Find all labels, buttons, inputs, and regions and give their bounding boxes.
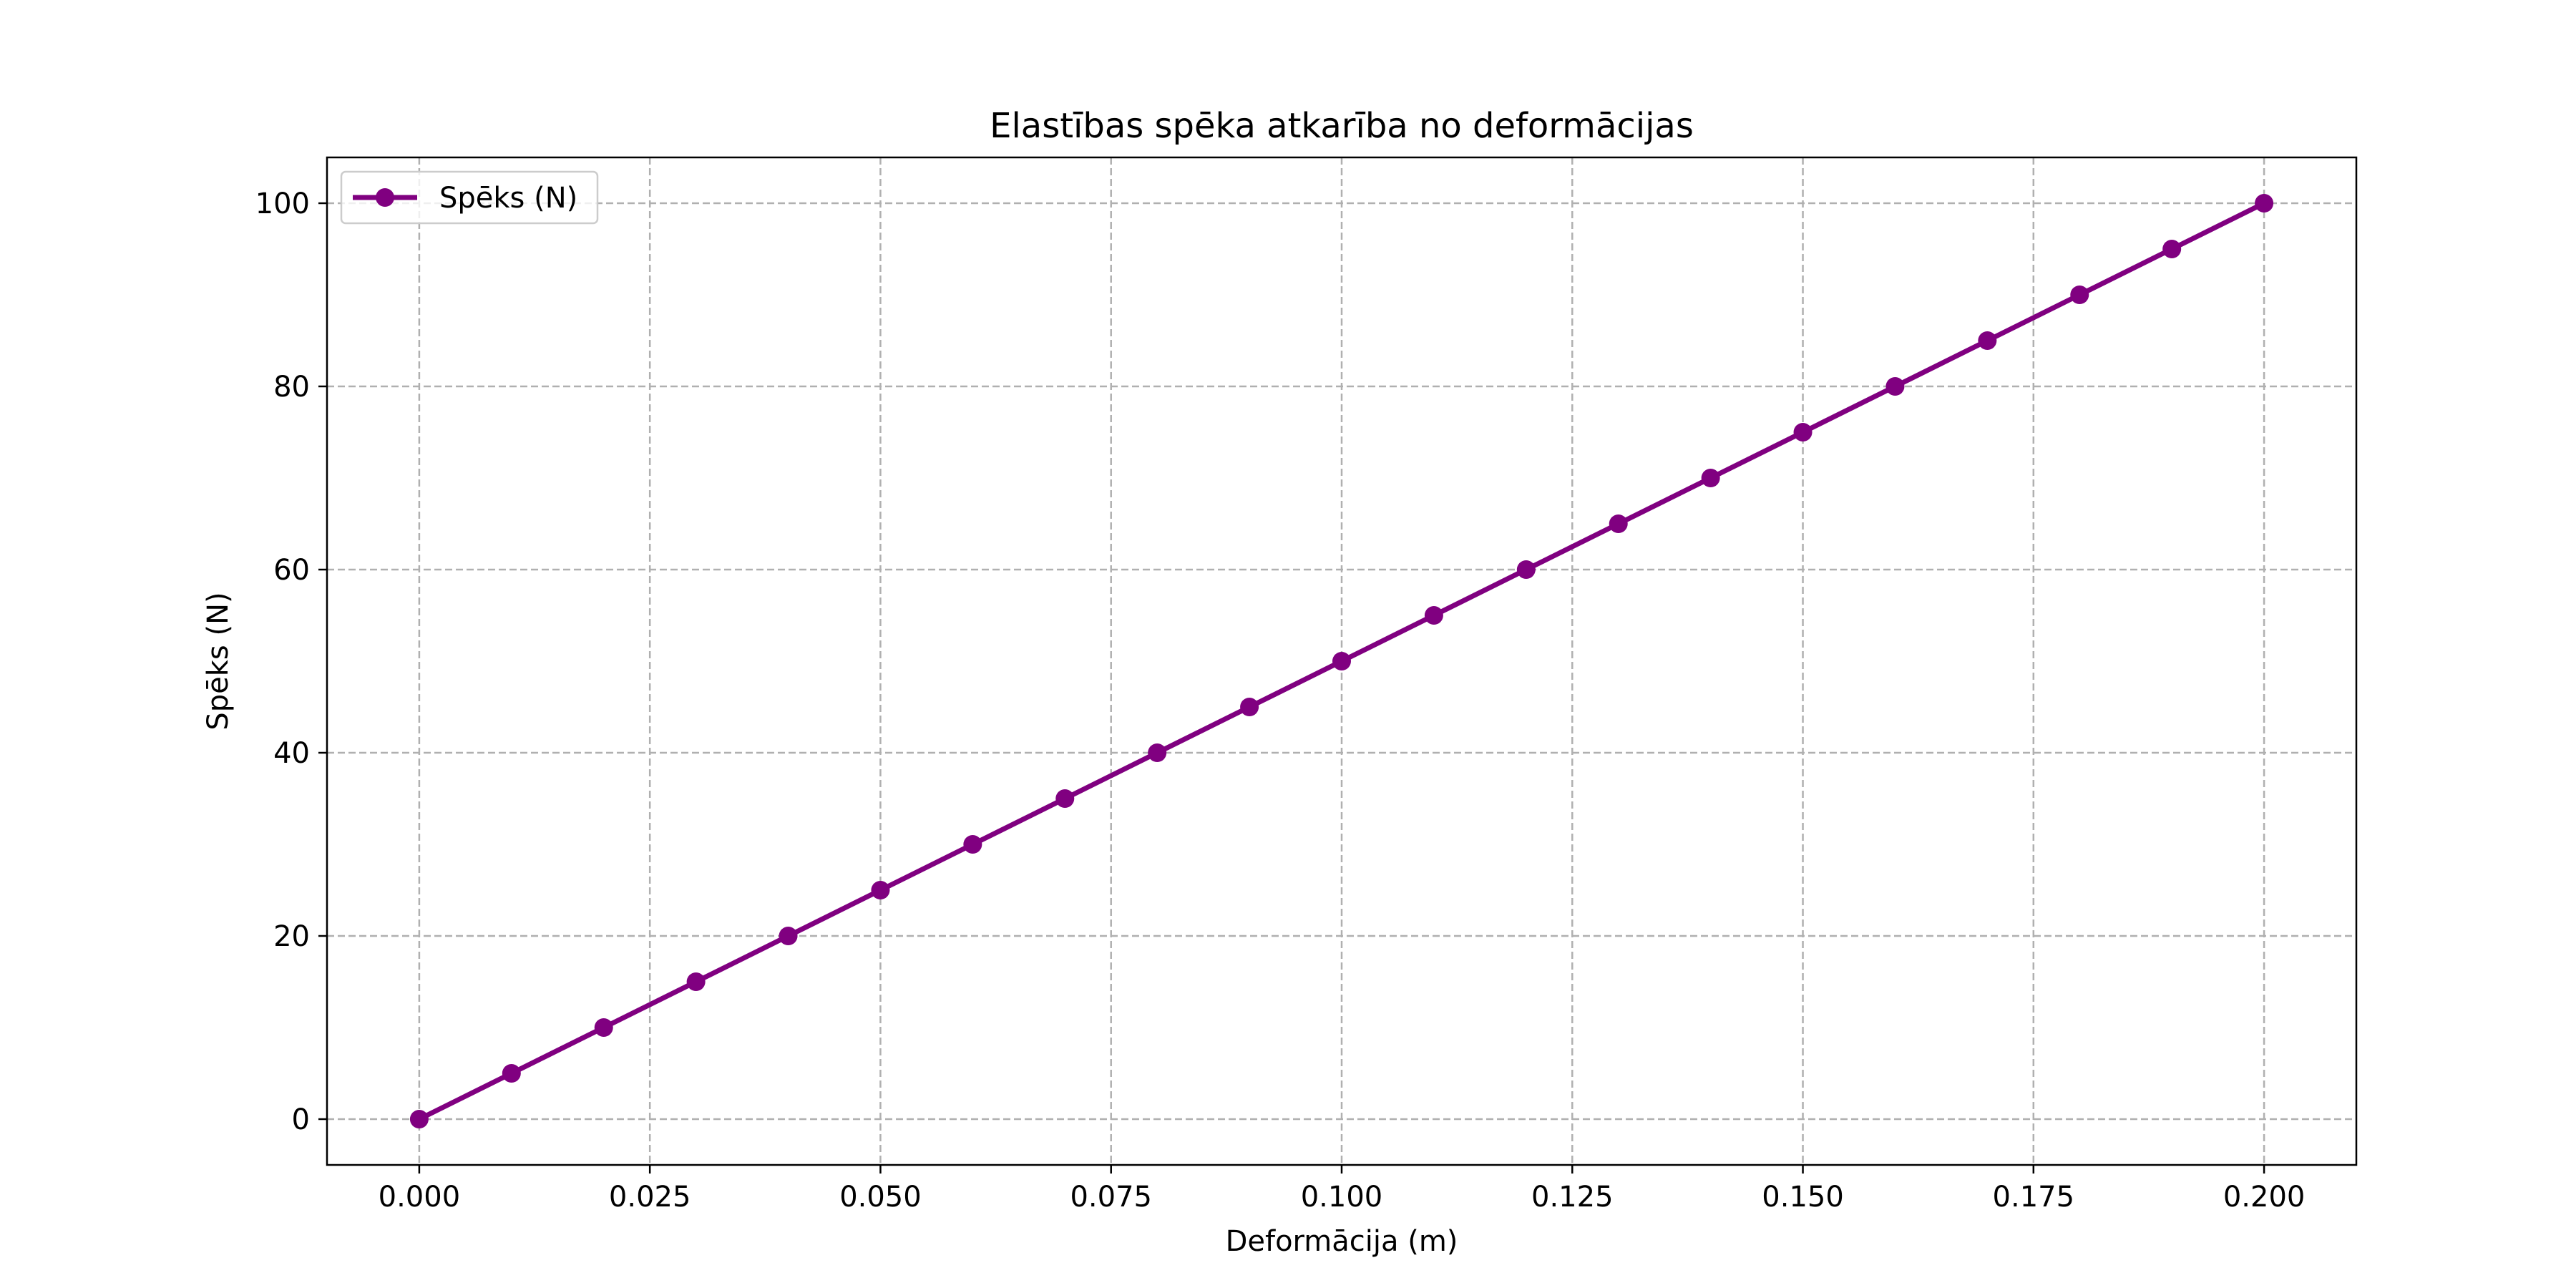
data-point bbox=[1978, 331, 1997, 350]
x-tick-label: 0.050 bbox=[839, 1181, 922, 1214]
x-tick-label: 0.200 bbox=[2223, 1181, 2306, 1214]
data-point bbox=[963, 835, 982, 854]
data-point bbox=[1332, 652, 1351, 670]
x-tick-label: 0.100 bbox=[1301, 1181, 1383, 1214]
data-point bbox=[1701, 469, 1720, 487]
legend-label: Spēks (N) bbox=[439, 182, 577, 215]
data-point bbox=[2255, 194, 2274, 213]
x-tick-label: 0.025 bbox=[609, 1181, 691, 1214]
y-axis-ticks: 0 20 40 60 80 100 bbox=[255, 187, 327, 1136]
y-tick-label: 60 bbox=[273, 554, 310, 587]
data-point bbox=[1240, 698, 1259, 716]
data-point bbox=[1424, 606, 1443, 625]
data-point bbox=[1793, 423, 1813, 441]
x-tick-label: 0.000 bbox=[379, 1181, 461, 1214]
data-point bbox=[2070, 286, 2089, 304]
chart-title: Elastības spēka atkarība no deformācijas bbox=[990, 106, 1694, 146]
x-axis-ticks: 0.000 0.025 0.050 0.075 0.100 0.125 0.150 0.175… bbox=[379, 1165, 2306, 1214]
data-point bbox=[779, 927, 798, 945]
data-point bbox=[1516, 560, 1536, 579]
y-tick-label: 0 bbox=[292, 1103, 310, 1136]
x-tick-label: 0.150 bbox=[1762, 1181, 1844, 1214]
x-tick-label: 0.075 bbox=[1070, 1181, 1152, 1214]
legend-box bbox=[340, 170, 599, 225]
legend: Spēks (N) bbox=[340, 170, 599, 225]
data-point bbox=[686, 972, 706, 991]
data-point bbox=[502, 1064, 521, 1083]
legend-marker-swatch bbox=[376, 188, 394, 207]
series-group bbox=[409, 194, 2274, 1128]
x-tick-label: 0.175 bbox=[1993, 1181, 2075, 1214]
data-point bbox=[2162, 240, 2182, 258]
data-point bbox=[1148, 743, 1167, 762]
data-point bbox=[594, 1018, 613, 1037]
y-axis-label: Spēks (N) bbox=[202, 592, 235, 730]
y-tick-label: 40 bbox=[273, 737, 310, 770]
y-tick-label: 100 bbox=[255, 187, 310, 220]
grid-lines bbox=[327, 157, 2356, 1165]
y-tick-label: 20 bbox=[273, 920, 310, 953]
data-point bbox=[1609, 514, 1628, 533]
data-point bbox=[409, 1110, 429, 1128]
x-axis-label: Deformācija (m) bbox=[1226, 1225, 1458, 1258]
y-tick-label: 80 bbox=[273, 371, 310, 404]
x-tick-label: 0.125 bbox=[1531, 1181, 1614, 1214]
data-point bbox=[1885, 377, 1905, 396]
data-point bbox=[871, 881, 890, 899]
data-point bbox=[1055, 789, 1075, 808]
